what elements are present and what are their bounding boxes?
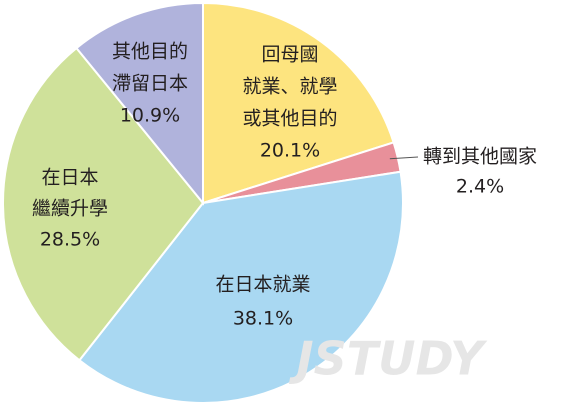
pie-slice <box>202 1 395 205</box>
slice-label: 轉到其他國家 <box>423 146 537 168</box>
slice-label: 滯留日本 <box>112 73 188 95</box>
slice-label: 回母國 <box>261 44 318 66</box>
value-label: 10.9% <box>120 105 180 127</box>
slice-label: 其他目的 <box>112 41 188 63</box>
pie-slice <box>75 1 204 206</box>
slice-label: 繼續升學 <box>32 198 108 220</box>
slice-label: 在日本 <box>41 167 98 189</box>
value-label: 38.1% <box>233 308 293 330</box>
slice-label: 或其他目的 <box>242 108 337 130</box>
watermark: JSTUDY <box>289 332 489 386</box>
value-label: 2.4% <box>456 176 504 198</box>
value-label: 20.1% <box>260 140 320 162</box>
value-label: 28.5% <box>40 229 100 251</box>
slice-label: 就業、就學 <box>242 76 337 98</box>
slice-label: 在日本就業 <box>215 274 310 296</box>
leader-line <box>389 156 419 160</box>
pie-slice <box>2 46 205 362</box>
pie-slice <box>78 170 404 404</box>
